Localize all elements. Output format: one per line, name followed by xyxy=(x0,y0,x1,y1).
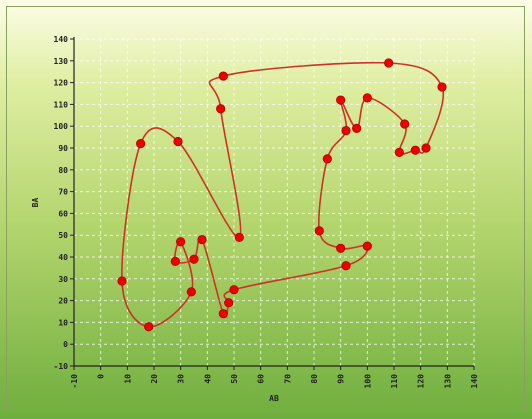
data-point xyxy=(410,145,420,155)
data-point xyxy=(352,123,362,133)
data-point xyxy=(314,226,324,236)
data-point xyxy=(437,82,447,92)
data-point xyxy=(170,256,180,266)
data-point xyxy=(216,104,226,114)
data-point xyxy=(176,237,186,247)
data-point xyxy=(421,143,431,153)
x-tick-label: 110 xyxy=(390,374,399,389)
y-tick-label: 130 xyxy=(54,57,69,66)
data-point xyxy=(144,322,154,332)
data-point xyxy=(341,125,351,136)
series-line xyxy=(121,61,445,328)
series-curve xyxy=(121,61,445,328)
data-point xyxy=(218,309,228,319)
data-point xyxy=(336,95,346,105)
y-tick-label: 100 xyxy=(54,122,69,131)
y-tick-label: 80 xyxy=(58,166,68,175)
x-tick-label: 10 xyxy=(123,374,132,384)
y-tick-label: 30 xyxy=(58,275,68,284)
data-point xyxy=(186,287,196,297)
data-point xyxy=(234,232,244,242)
data-point xyxy=(136,139,146,149)
data-point xyxy=(362,241,372,251)
axes: -100102030405060708090100110120130140-10… xyxy=(54,35,479,388)
y-tick-label: -10 xyxy=(54,362,69,371)
y-tick-label: 0 xyxy=(63,340,68,349)
data-point xyxy=(224,298,234,308)
data-point xyxy=(322,154,332,164)
x-tick-label: 40 xyxy=(203,374,212,384)
y-tick-label: 20 xyxy=(58,297,68,306)
data-point xyxy=(173,136,183,147)
data-point xyxy=(400,119,410,129)
y-axis-title: BA xyxy=(31,198,40,208)
y-tick-label: 70 xyxy=(58,188,68,197)
data-point xyxy=(384,58,394,68)
x-axis-title: AB xyxy=(269,394,279,403)
x-tick-label: 70 xyxy=(283,374,292,384)
data-points xyxy=(117,58,447,332)
data-point xyxy=(189,254,199,264)
y-tick-label: 40 xyxy=(58,253,68,262)
y-tick-label: 140 xyxy=(54,35,69,44)
data-point xyxy=(341,261,351,271)
y-tick-label: 110 xyxy=(54,100,69,109)
x-tick-label: 80 xyxy=(310,374,319,384)
x-tick-label: 50 xyxy=(230,374,239,384)
x-tick-label: 120 xyxy=(417,374,426,389)
y-tick-label: 50 xyxy=(58,231,68,240)
x-tick-label: 60 xyxy=(257,374,266,384)
data-point xyxy=(218,71,228,81)
y-tick-label: 60 xyxy=(58,209,68,218)
y-tick-label: 10 xyxy=(58,318,68,327)
x-tick-label: 30 xyxy=(177,374,186,384)
data-point xyxy=(394,147,404,157)
data-point xyxy=(336,243,346,253)
x-tick-label: 130 xyxy=(443,374,452,389)
data-point xyxy=(229,285,239,295)
y-tick-label: 120 xyxy=(54,79,69,88)
grid xyxy=(74,38,475,366)
chart-frame xyxy=(6,6,525,412)
x-tick-label: 90 xyxy=(337,374,346,384)
x-tick-label: 20 xyxy=(150,374,159,384)
x-tick-label: 0 xyxy=(97,374,106,379)
data-point xyxy=(362,93,372,103)
y-tick-label: 90 xyxy=(58,144,68,153)
data-point xyxy=(197,234,207,245)
x-tick-label: 140 xyxy=(470,374,479,389)
x-tick-label: 100 xyxy=(363,374,372,389)
x-tick-label: -10 xyxy=(70,374,79,389)
data-point xyxy=(117,276,127,286)
